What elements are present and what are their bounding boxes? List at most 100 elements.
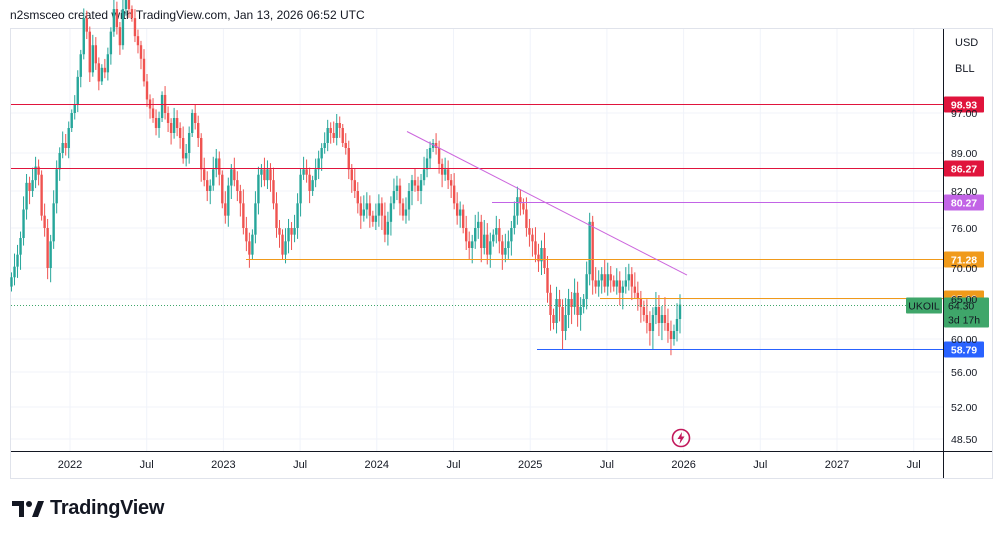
candle-body bbox=[70, 113, 73, 128]
candle-body bbox=[501, 241, 504, 255]
trendline bbox=[406, 131, 688, 276]
candle-body bbox=[630, 274, 634, 287]
candle-body bbox=[82, 18, 85, 55]
candle-body bbox=[582, 299, 585, 307]
candle-body bbox=[495, 228, 498, 235]
candle-body bbox=[645, 315, 649, 323]
candle-body bbox=[281, 234, 284, 255]
candle-body bbox=[94, 45, 98, 64]
candle-body bbox=[588, 221, 591, 275]
candle-body bbox=[449, 180, 453, 186]
candle-body bbox=[196, 123, 200, 138]
candle-body bbox=[552, 315, 555, 323]
candle-body bbox=[564, 315, 567, 331]
level-tag-98.93 bbox=[944, 96, 984, 113]
y-tick-label: 65.00 bbox=[951, 294, 977, 306]
chart-frame[interactable] bbox=[10, 28, 993, 479]
candle-body bbox=[163, 94, 167, 113]
candle-body bbox=[224, 203, 227, 216]
candle-body bbox=[425, 158, 429, 170]
candle-body bbox=[160, 94, 164, 118]
candle-body bbox=[492, 234, 495, 242]
candle-body bbox=[251, 234, 254, 255]
candle-body bbox=[561, 307, 564, 331]
level-tag-text-80.27: 80.27 bbox=[951, 198, 977, 210]
unit-label[interactable]: BLL bbox=[955, 63, 975, 75]
candle-body bbox=[46, 228, 49, 268]
candle-body bbox=[636, 292, 640, 299]
candle-body bbox=[525, 209, 528, 228]
drawings: UKOIL 64.30 3d 17h bbox=[11, 131, 989, 328]
candle-body bbox=[284, 241, 287, 255]
candle-body bbox=[34, 166, 37, 181]
y-tick-label: 89.00 bbox=[951, 148, 977, 160]
candle-body bbox=[377, 203, 381, 216]
candle-body bbox=[100, 67, 104, 82]
candle-body bbox=[142, 58, 146, 82]
candle-body bbox=[612, 280, 615, 287]
candle-body bbox=[248, 241, 251, 255]
candle-body bbox=[422, 169, 426, 181]
candle-body bbox=[187, 133, 191, 153]
y-tick-label: 48.50 bbox=[951, 434, 977, 446]
candle-body bbox=[184, 153, 188, 159]
candle-body bbox=[85, 18, 88, 32]
candle-body bbox=[332, 133, 335, 138]
y-tick-label: 76.00 bbox=[951, 223, 977, 235]
candle-body bbox=[326, 128, 329, 143]
candle-body bbox=[344, 143, 347, 148]
candle-body bbox=[88, 31, 91, 73]
candle-body bbox=[190, 113, 194, 133]
y-tick-label: 52.00 bbox=[951, 402, 977, 414]
candle-body bbox=[356, 191, 359, 204]
candle-body bbox=[64, 143, 67, 148]
level-tag-71.28 bbox=[944, 251, 984, 268]
x-tick-label: 2024 bbox=[365, 459, 389, 471]
candle-body bbox=[200, 138, 203, 170]
currency-label[interactable]: USD bbox=[955, 37, 979, 49]
candle-body bbox=[404, 209, 408, 216]
candle-body bbox=[73, 104, 76, 113]
candle-body bbox=[299, 174, 302, 204]
candle-body bbox=[534, 241, 537, 255]
candle-body bbox=[666, 323, 670, 331]
candle-body bbox=[169, 123, 173, 133]
y-tick-label: 56.00 bbox=[951, 367, 977, 379]
candle-body bbox=[398, 185, 402, 204]
candle-body bbox=[49, 241, 52, 268]
candle-body bbox=[314, 169, 317, 181]
x-tick-label: Jul bbox=[753, 459, 767, 471]
candle-body bbox=[317, 158, 320, 170]
candle-body bbox=[239, 191, 242, 204]
candle-body bbox=[28, 182, 31, 191]
candle-body bbox=[368, 203, 372, 216]
candle-body bbox=[193, 113, 197, 123]
candle-body bbox=[663, 315, 667, 323]
candle-body bbox=[106, 54, 110, 73]
candle-body bbox=[558, 299, 561, 307]
candle-body bbox=[269, 169, 272, 181]
candle-body bbox=[242, 203, 245, 228]
candle-body bbox=[504, 248, 507, 255]
candle-body bbox=[510, 228, 513, 242]
candle-body bbox=[416, 185, 420, 191]
candle-body bbox=[109, 31, 113, 55]
candle-body bbox=[257, 174, 260, 204]
candle-body bbox=[305, 169, 308, 175]
candle-body bbox=[392, 191, 396, 204]
candle-body bbox=[522, 203, 525, 210]
candle-body bbox=[594, 280, 597, 287]
lightning-icon[interactable] bbox=[671, 428, 691, 448]
candle-body bbox=[513, 215, 516, 228]
candle-body bbox=[642, 307, 646, 315]
candle-body bbox=[516, 197, 519, 216]
candle-body bbox=[10, 277, 13, 287]
candle-body bbox=[471, 241, 474, 248]
candle-body bbox=[323, 143, 326, 148]
candle-body bbox=[486, 234, 489, 255]
candle-body bbox=[293, 228, 296, 235]
candle-body bbox=[61, 143, 64, 153]
level-tag-text-58.79: 58.79 bbox=[951, 345, 977, 357]
